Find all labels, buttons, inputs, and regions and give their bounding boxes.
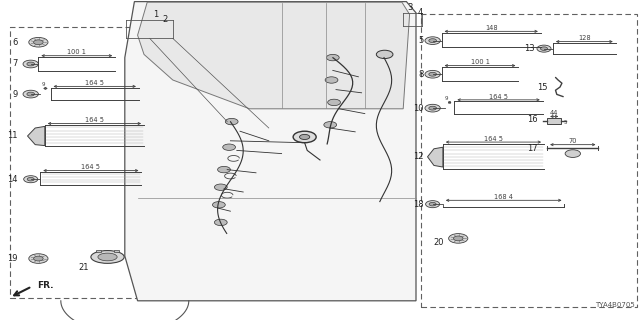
Circle shape (449, 234, 468, 243)
Text: 4: 4 (417, 8, 422, 17)
Text: TYA4B0705: TYA4B0705 (595, 302, 635, 308)
Circle shape (537, 45, 551, 52)
Polygon shape (125, 2, 416, 301)
Circle shape (24, 176, 38, 183)
Text: 164 5: 164 5 (85, 117, 104, 123)
Circle shape (326, 54, 339, 61)
Text: 20: 20 (434, 238, 444, 247)
Ellipse shape (91, 251, 124, 263)
Text: 15: 15 (537, 83, 547, 92)
Text: 8: 8 (419, 70, 424, 79)
Text: 17: 17 (527, 144, 538, 153)
Circle shape (23, 60, 38, 68)
Circle shape (23, 90, 38, 98)
Circle shape (293, 131, 316, 143)
Text: 18: 18 (413, 200, 424, 209)
Circle shape (300, 134, 310, 140)
Text: 148: 148 (485, 25, 497, 31)
Text: 12: 12 (413, 152, 424, 161)
Circle shape (429, 106, 436, 110)
Circle shape (34, 256, 43, 261)
Text: 1: 1 (153, 10, 158, 19)
Bar (10, 27, 157, 298)
Circle shape (27, 92, 35, 96)
Circle shape (29, 37, 48, 47)
Polygon shape (138, 2, 410, 109)
Bar (421, 14, 637, 307)
Text: 7: 7 (13, 60, 18, 68)
Text: 164 5: 164 5 (484, 136, 503, 142)
Text: 168 4: 168 4 (494, 194, 513, 200)
Ellipse shape (98, 253, 117, 261)
Bar (114, 250, 119, 252)
Text: 11: 11 (8, 132, 18, 140)
Circle shape (223, 144, 236, 150)
Text: 19: 19 (8, 254, 18, 263)
Text: 21: 21 (78, 263, 88, 272)
Circle shape (34, 40, 43, 44)
Circle shape (27, 177, 34, 181)
Text: 164 5: 164 5 (489, 94, 508, 100)
Bar (96, 250, 101, 252)
Text: 16: 16 (527, 116, 538, 124)
Circle shape (429, 39, 436, 43)
Text: 100 1: 100 1 (470, 60, 490, 65)
Bar (547, 118, 561, 124)
Circle shape (425, 70, 440, 78)
Polygon shape (28, 126, 45, 146)
Circle shape (426, 201, 440, 208)
Polygon shape (428, 147, 443, 167)
Text: 128: 128 (578, 36, 591, 41)
Text: 70: 70 (568, 139, 577, 144)
Circle shape (328, 99, 340, 106)
Text: FR.: FR. (37, 281, 54, 290)
Text: 13: 13 (524, 44, 534, 53)
Circle shape (324, 122, 337, 128)
Text: 6: 6 (13, 38, 18, 47)
Circle shape (27, 62, 35, 66)
Circle shape (425, 104, 440, 112)
Circle shape (376, 50, 393, 59)
Circle shape (565, 150, 580, 157)
Text: 10: 10 (413, 104, 424, 113)
Circle shape (429, 72, 436, 76)
Text: 164 5: 164 5 (85, 80, 104, 86)
Text: 5: 5 (563, 120, 566, 125)
Circle shape (453, 236, 463, 241)
Text: 9: 9 (445, 96, 449, 101)
Text: 9: 9 (41, 82, 45, 87)
Text: 44: 44 (550, 110, 559, 116)
Circle shape (212, 202, 225, 208)
Text: 14: 14 (8, 175, 18, 184)
Circle shape (425, 37, 440, 44)
Circle shape (325, 77, 338, 83)
Circle shape (429, 202, 436, 206)
Circle shape (225, 118, 238, 125)
Text: 100 1: 100 1 (67, 50, 86, 55)
Circle shape (214, 184, 227, 190)
Text: 9: 9 (13, 90, 18, 99)
Circle shape (218, 166, 230, 173)
Text: 5: 5 (419, 36, 424, 45)
Circle shape (540, 47, 548, 50)
Circle shape (214, 219, 227, 226)
Text: 2: 2 (163, 15, 168, 24)
Text: 164 5: 164 5 (81, 164, 100, 170)
Circle shape (29, 254, 48, 263)
Text: 3: 3 (407, 3, 412, 12)
